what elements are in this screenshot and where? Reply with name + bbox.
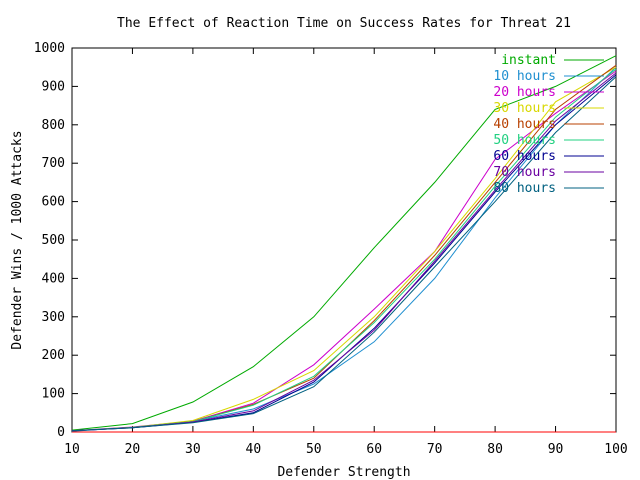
x-tick-label: 10 xyxy=(64,442,80,457)
series-lines xyxy=(71,55,617,432)
x-axis-label: Defender Strength xyxy=(277,465,410,480)
legend-label: instant xyxy=(501,53,556,68)
legend-label: 80 hours xyxy=(493,181,556,196)
x-tick-label: 20 xyxy=(125,442,141,457)
y-tick-label: 400 xyxy=(42,271,65,286)
x-axis: 10 20 30 40 50 60 70 80 90 100 xyxy=(64,48,628,457)
x-tick-label: 100 xyxy=(604,442,627,457)
y-tick-label: 800 xyxy=(42,118,65,133)
legend-label: 30 hours xyxy=(493,101,556,116)
x-tick-label: 70 xyxy=(427,442,443,457)
y-tick-label: 900 xyxy=(42,79,65,94)
series-line-30-hours xyxy=(71,66,617,432)
y-tick-label: 100 xyxy=(42,387,65,402)
y-axis: 0 100 200 300 400 500 600 700 800 900 1000 xyxy=(34,41,616,440)
legend-label: 40 hours xyxy=(493,117,556,132)
y-tick-label: 700 xyxy=(42,156,65,171)
y-tick-label: 300 xyxy=(42,310,65,325)
legend-label: 60 hours xyxy=(493,149,556,164)
y-axis-label: Defender Wins / 1000 Attacks xyxy=(10,130,25,349)
legend-label: 20 hours xyxy=(493,85,556,100)
y-tick-label: 0 xyxy=(57,425,65,440)
x-tick-label: 50 xyxy=(306,442,322,457)
legend-label: 10 hours xyxy=(493,69,556,84)
x-tick-label: 90 xyxy=(548,442,564,457)
series-line-instant xyxy=(71,55,617,431)
x-tick-label: 30 xyxy=(185,442,201,457)
x-tick-label: 60 xyxy=(366,442,382,457)
y-tick-label: 600 xyxy=(42,195,65,210)
x-tick-label: 40 xyxy=(246,442,262,457)
legend-label: 70 hours xyxy=(493,165,556,180)
series-line-80-hours xyxy=(71,76,617,432)
x-tick-label: 80 xyxy=(487,442,503,457)
legend-label: 50 hours xyxy=(493,133,556,148)
y-tick-label: 200 xyxy=(42,348,65,363)
y-tick-label: 500 xyxy=(42,233,65,248)
y-tick-label: 1000 xyxy=(34,41,65,56)
chart-title: The Effect of Reaction Time on Success R… xyxy=(117,16,571,31)
